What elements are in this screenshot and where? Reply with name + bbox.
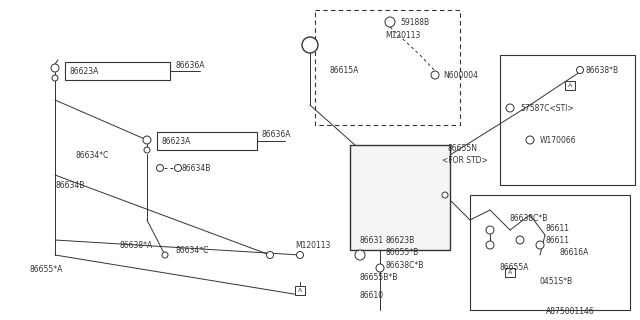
Text: 86623A: 86623A: [162, 137, 191, 146]
Circle shape: [144, 147, 150, 153]
Text: M120113: M120113: [385, 30, 420, 39]
Circle shape: [385, 17, 395, 27]
Text: 86611: 86611: [545, 236, 569, 244]
Text: W170066: W170066: [540, 135, 577, 145]
Circle shape: [431, 71, 439, 79]
Bar: [157, 132, 257, 150]
Circle shape: [577, 67, 584, 74]
Text: 86634B: 86634B: [55, 180, 84, 189]
Text: N600004: N600004: [443, 70, 478, 79]
Circle shape: [442, 192, 448, 198]
Text: 86638C*B: 86638C*B: [510, 213, 548, 222]
Bar: [505, 268, 515, 276]
Text: A875001146: A875001146: [547, 308, 595, 316]
Circle shape: [486, 226, 494, 234]
Bar: [500, 55, 635, 185]
Circle shape: [536, 241, 544, 249]
Circle shape: [157, 164, 163, 172]
Circle shape: [143, 136, 151, 144]
Text: M120113: M120113: [295, 241, 330, 250]
Circle shape: [516, 236, 524, 244]
Circle shape: [296, 252, 303, 259]
Bar: [470, 195, 630, 310]
Text: 86634*C: 86634*C: [75, 150, 108, 159]
Text: 86636A: 86636A: [262, 130, 291, 139]
Text: 86655*B: 86655*B: [385, 247, 419, 257]
Text: A: A: [568, 83, 572, 87]
Circle shape: [266, 252, 273, 259]
Text: 59188B: 59188B: [400, 18, 429, 27]
Text: 86610: 86610: [360, 291, 384, 300]
Text: 86611: 86611: [545, 223, 569, 233]
Text: 86631: 86631: [360, 236, 384, 244]
Circle shape: [506, 104, 514, 112]
Bar: [295, 285, 305, 294]
Circle shape: [376, 264, 384, 272]
Text: 86655N: 86655N: [448, 143, 478, 153]
Circle shape: [162, 252, 168, 258]
Text: 86638*A: 86638*A: [120, 241, 153, 250]
Text: A: A: [508, 269, 512, 275]
Text: 86623B: 86623B: [385, 236, 414, 244]
Text: 86616A: 86616A: [560, 247, 589, 257]
Text: 86636A: 86636A: [175, 60, 205, 69]
Circle shape: [302, 37, 318, 53]
Circle shape: [526, 136, 534, 144]
Circle shape: [175, 164, 182, 172]
Bar: [65, 62, 170, 80]
Circle shape: [355, 250, 365, 260]
Circle shape: [486, 241, 494, 249]
Text: 86655B*B: 86655B*B: [360, 274, 398, 283]
Text: 86638*B: 86638*B: [585, 66, 618, 75]
Bar: [350, 145, 450, 250]
Text: 57587C<STI>: 57587C<STI>: [520, 103, 573, 113]
Text: 86655*A: 86655*A: [30, 266, 63, 275]
Circle shape: [52, 75, 58, 81]
Text: 86623A: 86623A: [70, 67, 99, 76]
Circle shape: [51, 64, 59, 72]
Bar: [315, 10, 460, 125]
Text: 86615A: 86615A: [330, 66, 360, 75]
Text: 86634B: 86634B: [182, 164, 211, 172]
Text: A: A: [298, 287, 302, 292]
Text: 86634*C: 86634*C: [175, 245, 209, 254]
Text: 86638C*B: 86638C*B: [385, 260, 424, 269]
Text: 86655A: 86655A: [500, 263, 529, 273]
Text: <FOR STD>: <FOR STD>: [442, 156, 488, 164]
Bar: [565, 81, 575, 90]
Text: 0451S*B: 0451S*B: [540, 277, 573, 286]
